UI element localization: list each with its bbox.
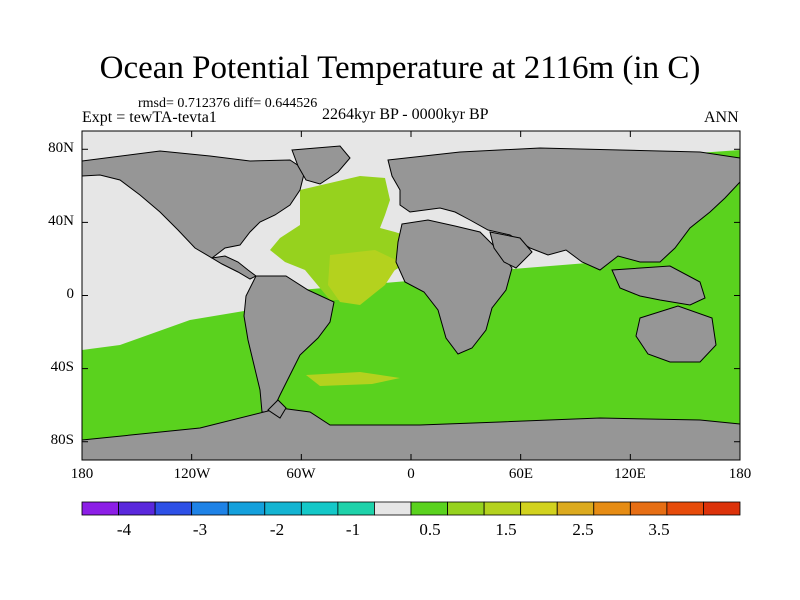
season-label: ANN (704, 109, 739, 126)
plot-title: Ocean Potential Temperature at 2116m (in… (99, 50, 701, 86)
colorbar-swatch (556, 501, 595, 516)
colorbar-swatch (300, 501, 339, 516)
colorbar-swatch (374, 501, 412, 516)
land-antarctic-peninsula (267, 399, 287, 419)
x-tick-180e: 180 (728, 466, 752, 482)
y-tick-80s: 80S (50, 432, 74, 448)
colorbar-swatch (483, 501, 522, 516)
colorbar-label-3-5: 3.5 (648, 520, 670, 539)
colorbar-swatch (227, 501, 266, 516)
y-tick-40s: 40S (50, 359, 74, 375)
colorbar-label-0-5: 0.5 (419, 520, 441, 539)
x-tick-60e: 60E (508, 466, 534, 482)
colorbar-label-neg4: -4 (116, 520, 132, 539)
rmsd-diff-stats: rmsd= 0.712376 diff= 0.644526 (138, 96, 318, 111)
colorbar-swatch (118, 501, 156, 516)
colorbar-swatch (154, 501, 193, 516)
colorbar-swatch (666, 501, 704, 516)
land-eurasia (387, 147, 740, 271)
x-tick-120w: 120W (173, 466, 211, 482)
colorbar-swatch (337, 501, 375, 516)
colorbar-label-neg1: -1 (345, 520, 361, 539)
x-tick-180w: 180 (70, 466, 94, 482)
map-area (82, 131, 740, 460)
colorbar-swatch (447, 501, 485, 516)
colorbar-label-neg3: -3 (192, 520, 208, 539)
colorbar-swatch (264, 501, 302, 516)
colorbar-swatch (81, 501, 119, 516)
y-tick-0: 0 (66, 286, 75, 302)
colorbar (81, 501, 741, 516)
x-tick-60w: 60W (286, 466, 316, 482)
axis-ticks (81, 131, 741, 460)
colorbar-swatch (410, 501, 448, 516)
colorbar-label-1-5: 1.5 (495, 520, 517, 539)
colorbar-swatch (593, 501, 631, 516)
experiment-label: Expt = tewTA-tevta1 (82, 109, 217, 126)
land-greenland (291, 145, 351, 185)
colorbar-swatch (191, 501, 229, 516)
colorbar-swatch (703, 501, 741, 516)
south-atlantic-streak (306, 372, 400, 386)
x-tick-120e: 120E (614, 466, 646, 482)
y-tick-80n: 80N (48, 140, 74, 156)
land-north-america (82, 150, 306, 259)
x-tick-0: 0 (407, 466, 415, 482)
time-range-label: 2264kyr BP - 0000kyr BP (322, 106, 489, 123)
colorbar-label-2-5: 2.5 (572, 520, 594, 539)
colorbar-swatch (520, 501, 558, 516)
land-africa (395, 219, 513, 355)
land-indonesia (611, 265, 706, 306)
land-australia (635, 305, 717, 363)
colorbar-swatch (629, 501, 668, 516)
y-tick-40n: 40N (48, 213, 74, 229)
land-south-america (243, 275, 335, 413)
colorbar-label-neg2: -2 (269, 520, 285, 539)
land-arabia (489, 231, 533, 269)
equatorial-atlantic-anomaly (328, 250, 400, 305)
